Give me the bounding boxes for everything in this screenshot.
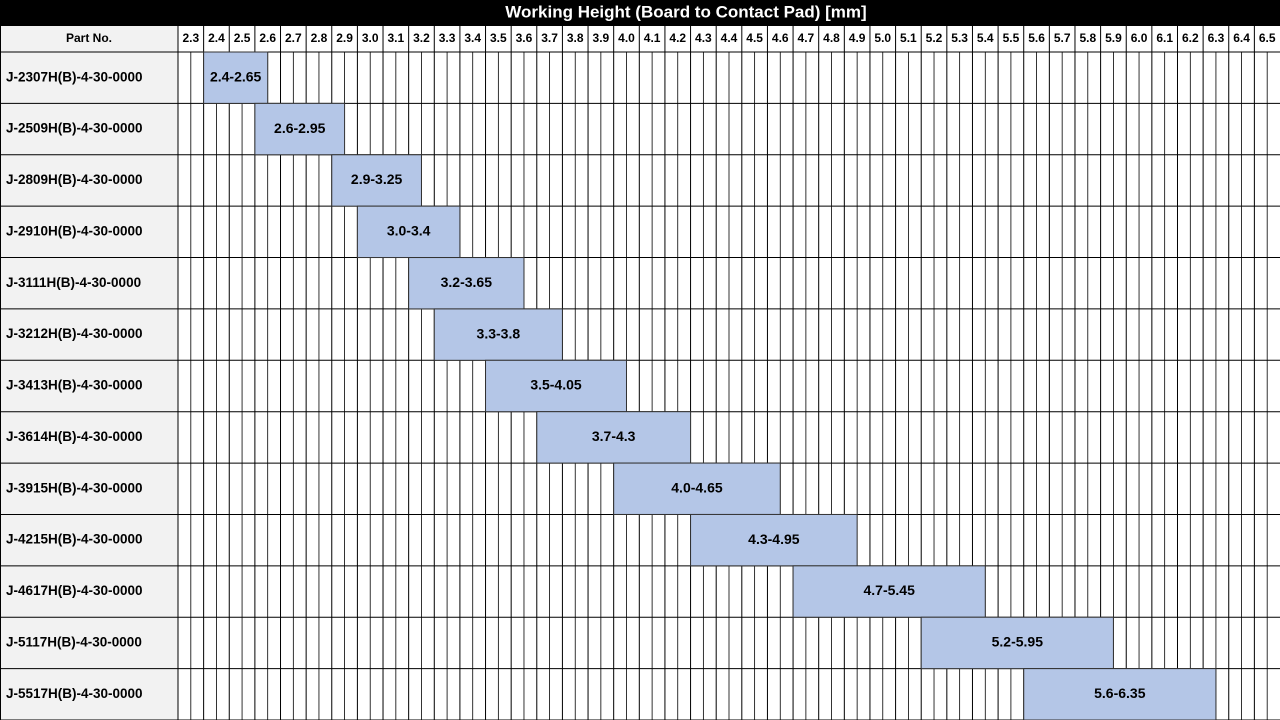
x-tick-label: 2.3 xyxy=(182,31,199,45)
range-bar xyxy=(613,462,781,515)
range-bar xyxy=(485,359,627,413)
bar-label: 5.6-6.35 xyxy=(1094,685,1146,701)
x-tick-label: 4.0 xyxy=(618,31,635,45)
x-tick-label: 5.3 xyxy=(951,31,968,45)
category-header: Part No. xyxy=(66,31,112,45)
range-bar xyxy=(203,51,269,104)
x-tick-label: 3.1 xyxy=(387,31,404,45)
part-label: J-2809H(B)-4-30-0000 xyxy=(6,172,143,187)
part-label: J-3212H(B)-4-30-0000 xyxy=(6,326,143,341)
part-label: J-3111H(B)-4-30-0000 xyxy=(6,275,141,290)
bar-label: 2.9-3.25 xyxy=(351,171,403,187)
x-tick-label: 4.5 xyxy=(746,31,763,45)
x-tick-label: 5.6 xyxy=(1028,31,1045,45)
part-label: J-5117H(B)-4-30-0000 xyxy=(6,634,142,649)
range-bar xyxy=(792,565,986,618)
x-tick-label: 3.9 xyxy=(593,31,610,45)
x-tick-label: 2.5 xyxy=(234,31,251,45)
x-tick-label: 6.0 xyxy=(1131,31,1148,45)
x-tick-label: 5.7 xyxy=(1054,31,1071,45)
x-tick-label: 5.0 xyxy=(874,31,891,45)
range-bar xyxy=(254,102,346,156)
x-tick-label: 6.2 xyxy=(1182,31,1199,45)
x-tick-label: 3.2 xyxy=(413,31,430,45)
bar-label: 5.2-5.95 xyxy=(992,634,1044,650)
x-tick-label: 4.6 xyxy=(772,31,789,45)
x-tick-label: 4.3 xyxy=(695,31,712,45)
x-tick-label: 5.8 xyxy=(1079,31,1096,45)
bar-label: 4.7-5.45 xyxy=(863,582,915,598)
x-tick-label: 4.1 xyxy=(644,31,661,45)
x-tick-label: 6.5 xyxy=(1259,31,1276,45)
title-bar xyxy=(0,0,1280,26)
x-tick-label: 3.7 xyxy=(541,31,558,45)
x-tick-label: 6.3 xyxy=(1208,31,1225,45)
range-bar xyxy=(408,257,525,310)
range-bar xyxy=(1023,668,1217,720)
x-tick-label: 5.5 xyxy=(1003,31,1020,45)
x-tick-label: 2.4 xyxy=(208,31,225,45)
x-tick-label: 5.4 xyxy=(977,31,994,45)
x-tick-label: 2.9 xyxy=(336,31,353,45)
x-tick-label: 3.0 xyxy=(362,31,379,45)
x-tick-label: 6.1 xyxy=(1156,31,1173,45)
chart-title: Working Height (Board to Contact Pad) [m… xyxy=(505,2,866,21)
x-tick-label: 2.8 xyxy=(311,31,328,45)
range-bar xyxy=(433,308,563,361)
x-tick-label: 4.2 xyxy=(669,31,686,45)
range-bar xyxy=(920,616,1114,670)
part-column xyxy=(0,26,178,720)
bar-label: 2.6-2.95 xyxy=(274,120,326,136)
x-tick-label: 3.3 xyxy=(439,31,456,45)
range-bar xyxy=(690,513,858,567)
part-label: J-4617H(B)-4-30-0000 xyxy=(6,583,143,598)
bar-label: 3.7-4.3 xyxy=(592,428,636,444)
x-tick-label: 3.6 xyxy=(516,31,533,45)
x-tick-label: 2.6 xyxy=(259,31,276,45)
part-label: J-3413H(B)-4-30-0000 xyxy=(6,378,143,393)
bar-label: 4.0-4.65 xyxy=(671,479,723,495)
x-tick-label: 4.8 xyxy=(823,31,840,45)
part-label: J-2509H(B)-4-30-0000 xyxy=(6,121,143,136)
part-label: J-3915H(B)-4-30-0000 xyxy=(6,480,143,495)
x-tick-label: 5.1 xyxy=(900,31,917,45)
x-tick-label: 3.5 xyxy=(490,31,507,45)
x-tick-label: 6.4 xyxy=(1233,31,1250,45)
x-tick-label: 4.9 xyxy=(849,31,866,45)
x-tick-label: 4.4 xyxy=(721,31,738,45)
part-label: J-2910H(B)-4-30-0000 xyxy=(6,223,143,238)
bar-label: 3.5-4.05 xyxy=(530,377,582,393)
bar-label: 3.3-3.8 xyxy=(477,325,521,341)
x-tick-label: 2.7 xyxy=(285,31,302,45)
x-tick-label: 5.2 xyxy=(926,31,943,45)
range-bar xyxy=(331,154,422,207)
x-tick-label: 5.9 xyxy=(1105,31,1122,45)
part-label: J-2307H(B)-4-30-0000 xyxy=(6,69,143,84)
bar-label: 2.4-2.65 xyxy=(210,68,262,84)
part-label: J-3614H(B)-4-30-0000 xyxy=(6,429,143,444)
part-label: J-4215H(B)-4-30-0000 xyxy=(6,532,143,547)
bar-label: 3.0-3.4 xyxy=(387,223,431,239)
bar-label: 3.2-3.65 xyxy=(441,274,493,290)
x-tick-label: 3.8 xyxy=(567,31,584,45)
x-tick-label: 3.4 xyxy=(464,31,481,45)
x-tick-label: 4.7 xyxy=(798,31,815,45)
bar-label: 4.3-4.95 xyxy=(748,531,800,547)
part-label: J-5517H(B)-4-30-0000 xyxy=(6,686,143,701)
